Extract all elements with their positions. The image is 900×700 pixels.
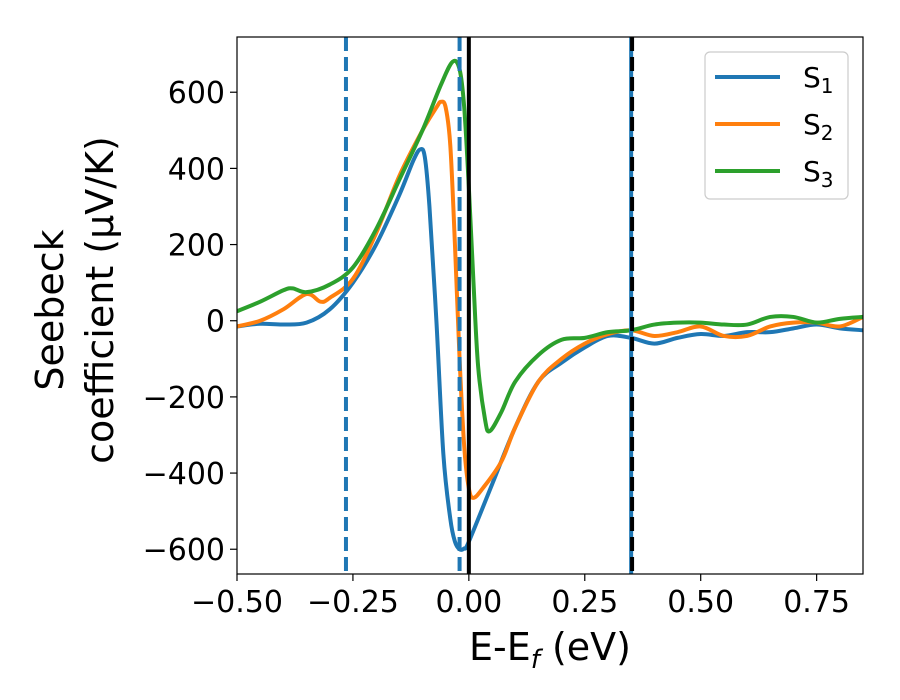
- y-tick-label: −200: [143, 381, 225, 416]
- x-tick-label: 0.00: [435, 585, 502, 620]
- vline-layer: [343, 37, 635, 574]
- y-tick-label: −600: [143, 533, 225, 568]
- x-tick-label: −0.25: [307, 585, 399, 620]
- plot-frame: [236, 36, 864, 575]
- x-tick-label: −0.50: [191, 585, 283, 620]
- y-tick-label: −400: [143, 457, 225, 492]
- y-tick-label: 200: [168, 229, 225, 264]
- y-tick-label: 600: [168, 76, 225, 111]
- x-tick-label: 0.75: [783, 585, 850, 620]
- y-tick-label: 0: [206, 305, 225, 340]
- x-tick-label: 0.25: [551, 585, 618, 620]
- legend: S1 S2 S3: [704, 51, 849, 200]
- y-axis-ticks: −600 −400 −200 0 200 400 600: [143, 76, 237, 568]
- legend-label-s2: S2: [803, 108, 834, 145]
- y-axis-title-line1: Seebeck: [28, 229, 72, 390]
- x-tick-label: 0.50: [667, 585, 734, 620]
- y-axis-title-line2: coefficient (μV/K): [78, 136, 122, 464]
- x-axis-ticks: −0.50 −0.25 0.00 0.25 0.50 0.75: [191, 574, 850, 620]
- y-tick-label: 400: [168, 152, 225, 187]
- series-layer: [237, 58, 863, 552]
- legend-label-s1: S1: [803, 61, 834, 98]
- plot-area: [237, 37, 863, 574]
- x-axis-title-suffix: (eV): [540, 625, 631, 669]
- x-axis-title: E-Ef (eV): [469, 625, 631, 675]
- legend-label-s3: S3: [803, 155, 834, 192]
- x-axis-title-base: E-E: [469, 625, 531, 669]
- series-line-s1: [237, 146, 863, 552]
- series-line-s3: [237, 58, 863, 434]
- series-line-s2: [237, 99, 863, 500]
